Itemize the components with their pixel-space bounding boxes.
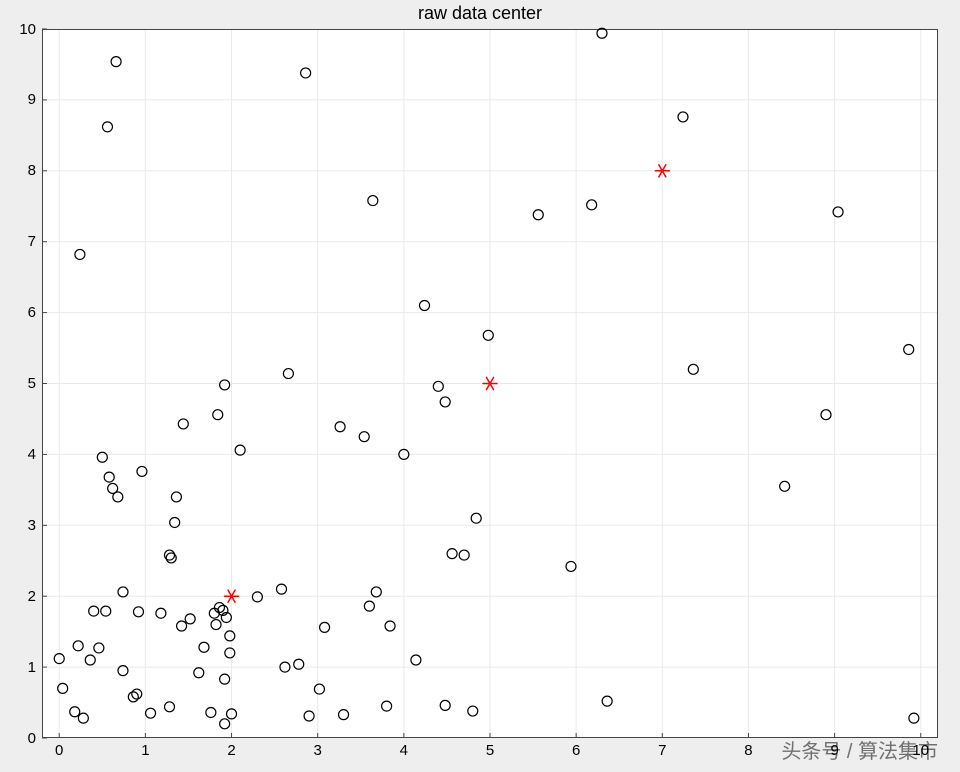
data-point	[411, 655, 421, 665]
y-tick-label: 8	[28, 162, 36, 179]
data-point	[904, 344, 914, 354]
data-point	[89, 606, 99, 616]
data-point	[602, 696, 612, 706]
data-point	[314, 684, 324, 694]
data-point	[78, 713, 88, 723]
data-point	[678, 112, 688, 122]
y-tick-label: 10	[19, 21, 36, 38]
data-point	[170, 517, 180, 527]
y-tick-label: 9	[28, 91, 36, 108]
data-point	[440, 700, 450, 710]
x-tick-label: 5	[470, 742, 510, 759]
data-point	[73, 641, 83, 651]
data-point	[688, 364, 698, 374]
data-point	[97, 452, 107, 462]
data-point	[178, 419, 188, 429]
data-point	[440, 397, 450, 407]
data-point	[252, 592, 262, 602]
data-point	[301, 68, 311, 78]
data-point	[104, 472, 114, 482]
data-point	[185, 614, 195, 624]
figure-container: raw data center 头条号 / 算法集市 0123456789100…	[0, 0, 960, 772]
data-point	[433, 381, 443, 391]
data-point	[339, 710, 349, 720]
data-point	[320, 622, 330, 632]
data-point	[75, 249, 85, 259]
data-point	[294, 659, 304, 669]
data-point	[70, 707, 80, 717]
data-point	[85, 655, 95, 665]
x-tick-label: 0	[39, 742, 79, 759]
y-tick-label: 7	[28, 233, 36, 250]
data-point	[213, 410, 223, 420]
data-point	[385, 621, 395, 631]
y-tick-label: 6	[28, 304, 36, 321]
y-tick-label: 0	[28, 730, 36, 747]
y-tick-label: 1	[28, 659, 36, 676]
y-tick-label: 5	[28, 375, 36, 392]
data-point	[780, 481, 790, 491]
data-point	[533, 210, 543, 220]
y-tick-label: 4	[28, 446, 36, 463]
data-point	[206, 707, 216, 717]
data-point	[199, 642, 209, 652]
data-point	[220, 380, 230, 390]
data-point	[364, 601, 374, 611]
data-point	[909, 713, 919, 723]
scatter-svg	[42, 29, 938, 738]
data-point	[447, 549, 457, 559]
x-tick-label: 1	[125, 742, 165, 759]
data-point	[113, 492, 123, 502]
data-point	[566, 561, 576, 571]
data-point	[459, 550, 469, 560]
data-point	[359, 432, 369, 442]
data-point	[335, 422, 345, 432]
axes-area	[42, 29, 938, 738]
data-point	[146, 708, 156, 718]
chart-title: raw data center	[0, 3, 960, 24]
data-point	[156, 608, 166, 618]
x-tick-label: 7	[642, 742, 682, 759]
x-tick-label: 10	[901, 742, 941, 759]
data-point	[225, 631, 235, 641]
data-point	[220, 674, 230, 684]
data-point	[304, 711, 314, 721]
data-point	[235, 445, 245, 455]
data-point	[133, 607, 143, 617]
data-point	[166, 553, 176, 563]
data-point	[171, 492, 181, 502]
data-point	[211, 620, 221, 630]
data-point	[371, 587, 381, 597]
data-point	[471, 513, 481, 523]
data-point	[165, 702, 175, 712]
data-point	[283, 369, 293, 379]
x-tick-label: 2	[212, 742, 252, 759]
data-point	[102, 122, 112, 132]
data-point	[382, 701, 392, 711]
data-point	[118, 587, 128, 597]
data-point	[468, 706, 478, 716]
data-point	[94, 643, 104, 653]
data-point	[194, 668, 204, 678]
data-point	[483, 330, 493, 340]
data-point	[101, 606, 111, 616]
x-tick-label: 8	[728, 742, 768, 759]
data-point	[368, 196, 378, 206]
data-point	[821, 410, 831, 420]
data-point	[225, 648, 235, 658]
x-tick-label: 9	[815, 742, 855, 759]
x-tick-label: 3	[298, 742, 338, 759]
data-point	[111, 57, 121, 67]
x-tick-label: 6	[556, 742, 596, 759]
data-point	[587, 200, 597, 210]
y-tick-label: 2	[28, 588, 36, 605]
x-tick-label: 4	[384, 742, 424, 759]
data-point	[420, 301, 430, 311]
y-tick-label: 3	[28, 517, 36, 534]
data-point	[177, 621, 187, 631]
data-point	[220, 719, 230, 729]
data-point	[277, 584, 287, 594]
